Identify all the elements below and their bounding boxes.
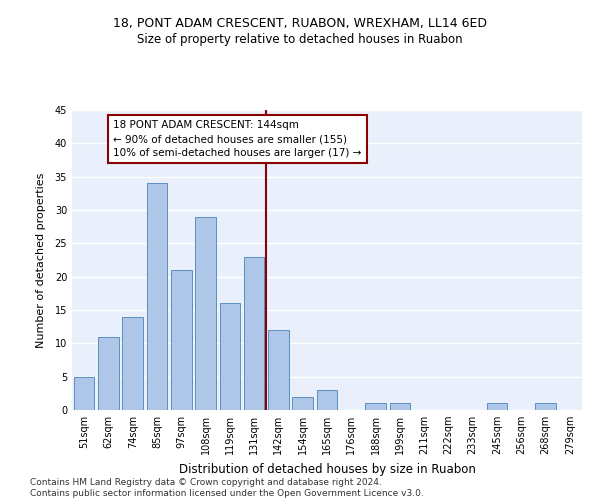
Bar	[220, 304, 240, 410]
Bar	[122, 316, 143, 410]
Bar	[268, 330, 289, 410]
Bar	[317, 390, 337, 410]
Bar	[535, 404, 556, 410]
X-axis label: Distribution of detached houses by size in Ruabon: Distribution of detached houses by size …	[179, 462, 475, 475]
Bar	[146, 184, 167, 410]
Bar	[292, 396, 313, 410]
Bar	[365, 404, 386, 410]
Text: 18, PONT ADAM CRESCENT, RUABON, WREXHAM, LL14 6ED: 18, PONT ADAM CRESCENT, RUABON, WREXHAM,…	[113, 18, 487, 30]
Y-axis label: Number of detached properties: Number of detached properties	[37, 172, 46, 348]
Bar	[244, 256, 265, 410]
Bar	[74, 376, 94, 410]
Bar	[98, 336, 119, 410]
Text: 18 PONT ADAM CRESCENT: 144sqm
← 90% of detached houses are smaller (155)
10% of : 18 PONT ADAM CRESCENT: 144sqm ← 90% of d…	[113, 120, 362, 158]
Text: Size of property relative to detached houses in Ruabon: Size of property relative to detached ho…	[137, 32, 463, 46]
Bar	[487, 404, 508, 410]
Bar	[195, 216, 216, 410]
Text: Contains HM Land Registry data © Crown copyright and database right 2024.
Contai: Contains HM Land Registry data © Crown c…	[30, 478, 424, 498]
Bar	[171, 270, 191, 410]
Bar	[389, 404, 410, 410]
